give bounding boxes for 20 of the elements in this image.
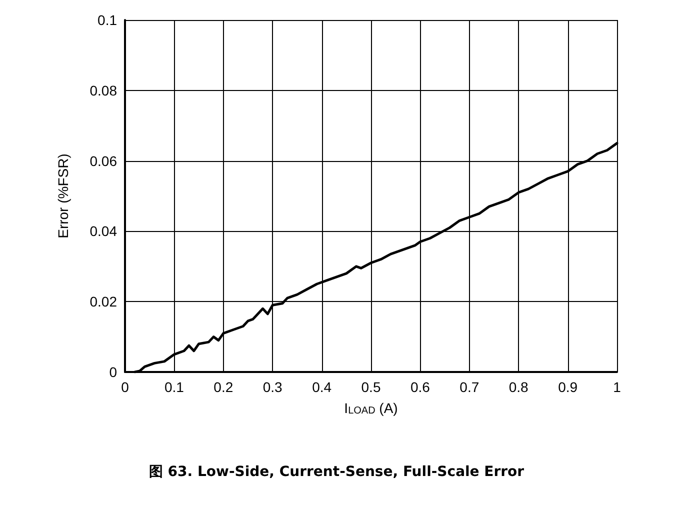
x-tick-label: 0.9 <box>558 379 578 395</box>
x-axis-title: ILOAD (A) <box>344 400 398 416</box>
x-tick-label: 0.3 <box>262 379 283 395</box>
x-tick-label: 0.1 <box>164 379 184 395</box>
x-tick-label: 0 <box>121 379 130 395</box>
y-tick-label: 0.1 <box>98 12 118 28</box>
x-tick-label: 0.4 <box>312 379 332 395</box>
y-tick-label: 0 <box>109 364 118 380</box>
x-tick-label: 0.7 <box>460 379 480 395</box>
x-tick-label: 0.6 <box>410 379 430 395</box>
y-tick-label: 0.08 <box>90 82 118 98</box>
text: 图 63. Low-Side, Current-Sense, Full-Scale Error <box>148 464 524 480</box>
y-tick-label: 0.04 <box>90 223 118 240</box>
y-axis-title: Error (%FSR) <box>55 154 71 238</box>
x-tick-label: 1 <box>613 379 622 395</box>
y-tick-label: 0.06 <box>90 152 118 169</box>
x-tick-label: 0.5 <box>361 379 381 395</box>
x-tick-label: 0.8 <box>508 379 529 395</box>
y-tick-label: 0.02 <box>90 294 118 310</box>
x-tick-label: 0.2 <box>214 379 234 395</box>
